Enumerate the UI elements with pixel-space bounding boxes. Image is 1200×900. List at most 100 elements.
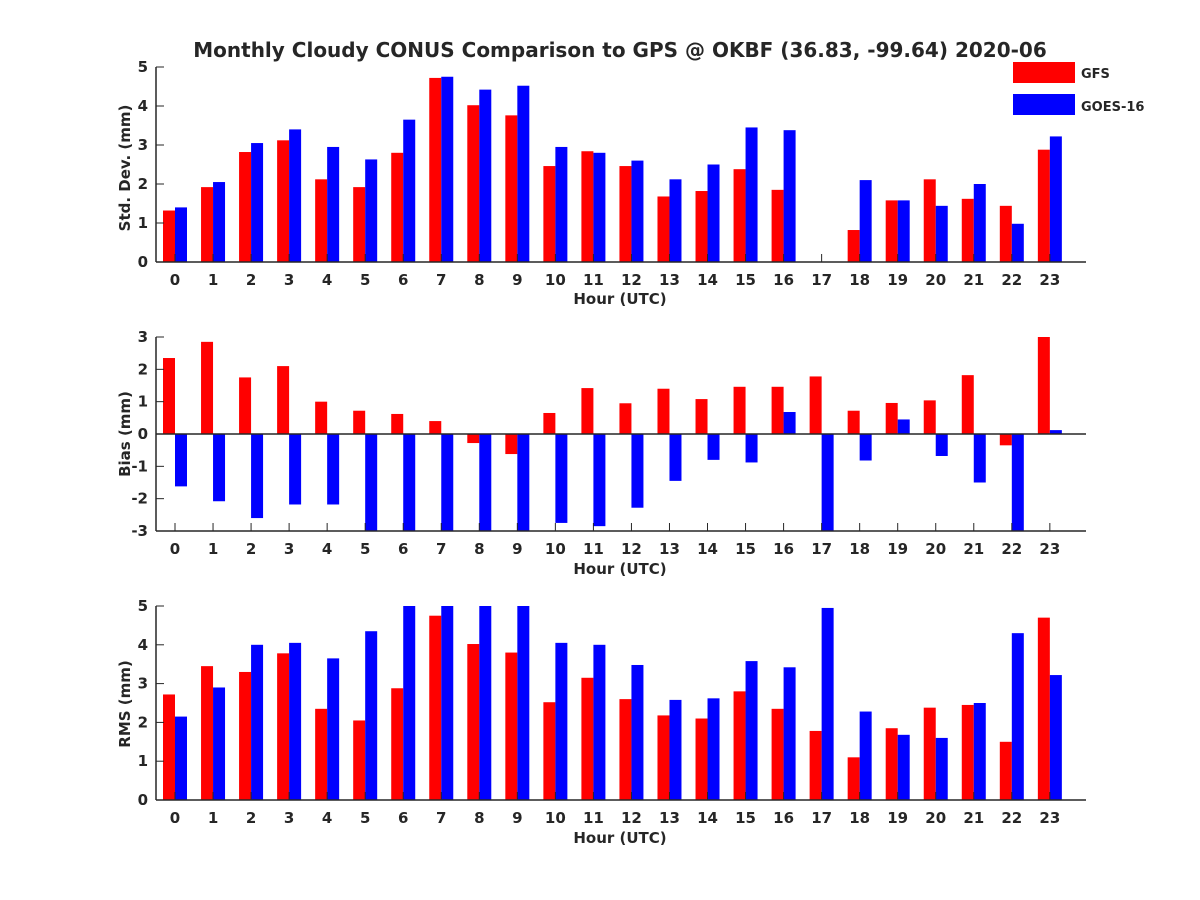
bar-gfs-hour-19: [885, 402, 898, 434]
bar-gfs-hour-22: [999, 434, 1012, 446]
legend-label-gfs: GFS: [1081, 67, 1110, 82]
bar-gfs-hour-0: [163, 358, 175, 434]
bar-goes16-hour-12: [631, 434, 644, 508]
y-tick-label: 2: [138, 360, 148, 378]
bar-gfs-hour-23: [1037, 617, 1050, 800]
bar-goes16-hour-6: [403, 606, 416, 800]
bar-goes16-hour-21: [973, 184, 986, 262]
x-tick-label: 16: [773, 809, 794, 827]
bar-gfs-hour-8: [467, 644, 480, 800]
x-tick-label: 4: [322, 271, 332, 289]
x-tick-label: 18: [849, 540, 870, 558]
x-tick-label: 11: [583, 540, 604, 558]
bar-goes16-hour-19: [897, 200, 910, 262]
x-tick-label: 22: [1001, 809, 1022, 827]
bar-gfs-hour-11: [581, 151, 594, 262]
x-tick-label: 18: [849, 809, 870, 827]
y-axis-label: RMS (mm): [116, 660, 134, 747]
bar-gfs-hour-17: [809, 376, 822, 434]
x-tick-label: 10: [545, 271, 566, 289]
x-tick-label: 22: [1001, 271, 1022, 289]
x-tick-label: 1: [208, 540, 218, 558]
bar-goes16-hour-18: [859, 434, 872, 461]
bar-goes16-hour-3: [289, 434, 302, 505]
bar-gfs-hour-15: [733, 169, 746, 262]
bar-gfs-hour-18: [847, 410, 860, 434]
bar-gfs-hour-23: [1037, 337, 1050, 434]
bar-gfs-hour-5: [353, 720, 366, 800]
bar-gfs-hour-4: [315, 708, 328, 800]
x-axis-label: Hour (UTC): [573, 829, 666, 847]
x-tick-label: 17: [811, 271, 832, 289]
bar-goes16-hour-21: [973, 434, 986, 483]
bar-goes16-hour-8: [479, 89, 492, 263]
y-tick-label: -2: [131, 490, 148, 508]
x-tick-label: 8: [474, 271, 484, 289]
bar-goes16-hour-15: [745, 127, 758, 262]
bar-goes16-hour-13: [669, 434, 682, 481]
x-tick-label: 20: [925, 809, 946, 827]
x-tick-label: 12: [621, 809, 642, 827]
legend: GFS GOES-16: [1013, 62, 1144, 115]
bar-gfs-hour-4: [315, 401, 328, 434]
bar-gfs-hour-9: [505, 652, 518, 800]
bar-goes16-hour-14: [707, 698, 720, 800]
bar-gfs-hour-20: [923, 400, 936, 434]
bar-gfs-hour-8: [467, 105, 480, 262]
bar-gfs-hour-19: [885, 728, 898, 800]
x-tick-label: 0: [170, 271, 180, 289]
bar-goes16-hour-7: [441, 606, 454, 800]
y-tick-label: 1: [138, 752, 148, 770]
bar-goes16-hour-20: [935, 434, 948, 456]
bar-gfs-hour-9: [505, 115, 518, 262]
y-tick-label: 5: [138, 597, 148, 615]
bar-gfs-hour-15: [733, 691, 746, 800]
x-tick-label: 19: [887, 271, 908, 289]
y-tick-label: 0: [138, 791, 148, 809]
bar-gfs-hour-14: [695, 399, 708, 434]
bar-gfs-hour-17: [809, 730, 822, 800]
bar-gfs-hour-2: [239, 671, 252, 800]
bar-goes16-hour-23: [1049, 136, 1062, 262]
y-axis-label: Bias (mm): [116, 391, 134, 477]
bar-goes16-hour-7: [441, 434, 454, 531]
bar-goes16-hour-3: [289, 129, 302, 262]
bar-goes16-hour-15: [745, 434, 758, 463]
bar-gfs-hour-13: [657, 388, 670, 434]
bar-gfs-hour-22: [999, 205, 1012, 262]
bar-goes16-hour-0: [175, 207, 187, 262]
bar-goes16-hour-12: [631, 664, 644, 800]
x-tick-label: 7: [436, 540, 446, 558]
x-tick-label: 9: [512, 540, 522, 558]
bar-goes16-hour-0: [175, 716, 187, 800]
bar-goes16-hour-9: [517, 434, 530, 531]
bar-goes16-hour-23: [1049, 675, 1062, 800]
bar-gfs-hour-2: [239, 377, 252, 434]
bar-gfs-hour-20: [923, 707, 936, 800]
bar-gfs-hour-12: [619, 403, 632, 434]
x-tick-label: 12: [621, 540, 642, 558]
x-tick-label: 7: [436, 271, 446, 289]
bar-gfs-hour-13: [657, 196, 670, 262]
bar-goes16-hour-5: [365, 159, 378, 262]
bar-gfs-hour-18: [847, 230, 860, 262]
legend-swatch-gfs: [1013, 62, 1075, 83]
bar-gfs-hour-16: [771, 386, 784, 434]
bar-gfs-hour-1: [201, 187, 214, 262]
x-tick-label: 6: [398, 271, 408, 289]
bar-gfs-hour-0: [163, 210, 175, 262]
x-tick-label: 17: [811, 540, 832, 558]
x-tick-label: 5: [360, 540, 370, 558]
x-tick-label: 14: [697, 809, 718, 827]
x-tick-label: 14: [697, 271, 718, 289]
bar-gfs-hour-2: [239, 152, 252, 262]
bar-goes16-hour-8: [479, 606, 492, 800]
bar-gfs-hour-18: [847, 757, 860, 800]
bar-gfs-hour-7: [429, 77, 442, 262]
x-tick-label: 13: [659, 271, 680, 289]
y-tick-label: 1: [138, 214, 148, 232]
bar-goes16-hour-2: [251, 434, 264, 519]
x-tick-label: 9: [512, 809, 522, 827]
x-tick-label: 6: [398, 540, 408, 558]
bar-gfs-hour-10: [543, 702, 556, 800]
